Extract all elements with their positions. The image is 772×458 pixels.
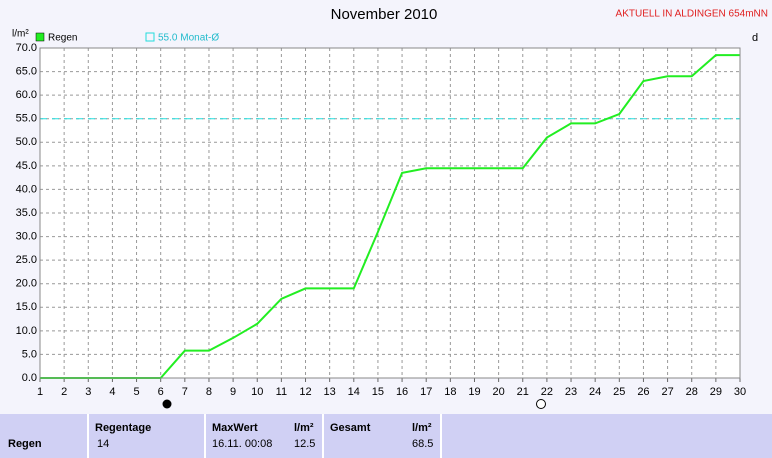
y-tick-label: 5.0	[22, 348, 37, 360]
table-unit: l/m²	[294, 422, 314, 434]
legend-label: 55.0 Monat-Ø	[158, 33, 219, 44]
x-tick-label: 13	[324, 386, 336, 398]
y-tick-label: 25.0	[16, 254, 37, 266]
x-tick-label: 14	[348, 386, 360, 398]
x-tick-label: 30	[734, 386, 746, 398]
y-tick-label: 65.0	[16, 65, 37, 77]
x-tick-label: 10	[251, 386, 263, 398]
table-value: 14	[97, 438, 110, 450]
table-unit: l/m²	[412, 422, 432, 434]
x-tick-label: 1	[37, 386, 43, 398]
legend-label: Regen	[48, 33, 77, 44]
y-tick-label: 45.0	[16, 160, 37, 172]
row-label: Regen	[8, 438, 42, 450]
moon-icon	[162, 399, 172, 409]
x-tick-label: 29	[710, 386, 722, 398]
chart-title: November 2010	[331, 6, 438, 23]
y-tick-label: 55.0	[16, 113, 37, 125]
legend-swatch	[35, 32, 45, 42]
x-tick-label: 7	[182, 386, 188, 398]
moon-icon	[536, 399, 546, 409]
table-value: 12.5	[294, 438, 316, 450]
x-tick-label: 4	[109, 386, 115, 398]
x-tick-label: 11	[276, 386, 287, 398]
table-time: 16.11. 00:08	[212, 438, 273, 450]
x-tick-label: 19	[468, 386, 480, 398]
y-tick-label: 0.0	[22, 372, 37, 384]
x-tick-label: 12	[299, 386, 311, 398]
table-header: Gesamt	[330, 422, 371, 434]
x-tick-label: 18	[444, 386, 456, 398]
x-tick-label: 22	[541, 386, 553, 398]
x-tick-label: 20	[492, 386, 504, 398]
chart-subtitle: AKTUELL IN ALDINGEN 654mNN	[616, 9, 768, 20]
x-tick-label: 5	[133, 386, 139, 398]
chart: November 2010 AKTUELL IN ALDINGEN 654mNN…	[12, 6, 768, 409]
x-tick-label: 8	[206, 386, 212, 398]
x-tick-label: 24	[589, 386, 601, 398]
y-tick-label: 10.0	[16, 325, 37, 337]
y-tick-label: 60.0	[16, 89, 37, 101]
x-tick-label: 2	[61, 386, 67, 398]
y-axis-label: l/m²	[12, 29, 29, 40]
x-tick-label: 6	[158, 386, 164, 398]
y-tick-label: 50.0	[16, 136, 37, 148]
table-header: Regentage	[95, 422, 152, 434]
x-tick-label: 23	[565, 386, 577, 398]
x-tick-label: 17	[420, 386, 432, 398]
x-tick-label: 16	[396, 386, 408, 398]
table-header: MaxWert	[212, 422, 258, 434]
x-tick-label: 26	[637, 386, 649, 398]
y-tick-label: 15.0	[16, 301, 37, 313]
y-tick-label: 70.0	[16, 42, 37, 54]
y-tick-label: 40.0	[16, 183, 37, 195]
x-tick-label: 15	[372, 386, 384, 398]
x-tick-label: 28	[686, 386, 698, 398]
plot-border	[39, 47, 741, 379]
x-tick-label: 27	[661, 386, 673, 398]
x-tick-label: 21	[517, 386, 529, 398]
table-cell: Regen	[0, 414, 89, 458]
x-tick-label: 3	[85, 386, 91, 398]
x-tick-label: 9	[230, 386, 236, 398]
table-cell: MaxWert l/m² 16.11. 00:08 12.5	[206, 414, 324, 458]
table-cell: Regentage 14	[89, 414, 206, 458]
x-tick-label: 25	[613, 386, 625, 398]
table-cell: Gesamt l/m² 68.5	[324, 414, 442, 458]
summary-table: Regen Regentage 14 MaxWert l/m² 16.11. 0…	[0, 414, 772, 458]
x-axis-label: d	[752, 32, 758, 44]
y-tick-label: 35.0	[16, 207, 37, 219]
y-tick-label: 20.0	[16, 278, 37, 290]
legend-swatch	[145, 32, 155, 42]
table-value: 68.5	[412, 438, 434, 450]
y-tick-label: 30.0	[16, 230, 37, 242]
